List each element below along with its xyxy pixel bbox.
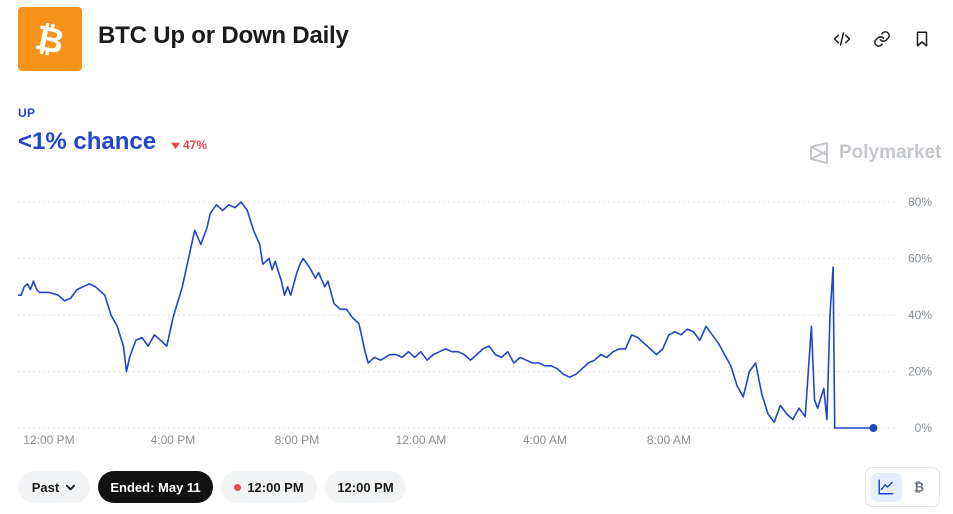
bookmark-icon[interactable] [911,28,933,50]
time-button[interactable]: 12:00 PM [325,471,406,503]
x-tick-label: 12:00 AM [396,433,447,447]
y-tick-label: 80% [908,195,932,209]
polymarket-logo-icon [810,142,828,164]
change-value: 47% [183,138,208,152]
time-live-button[interactable]: 12:00 PM [221,471,317,503]
ended-date-button[interactable]: Ended: May 11 [98,471,213,503]
chart-view-toggle: ₿ [865,467,940,507]
x-tick-label: 4:00 PM [151,433,196,447]
btc-view-button[interactable]: ₿ [903,473,934,502]
series-line [18,201,874,429]
y-tick-label: 0% [915,421,933,435]
range-label: Past [31,479,60,495]
link-icon[interactable] [871,28,893,50]
change-indicator: 47% [171,138,207,152]
price-chart[interactable]: 80% 60% 40% 20% 0% 12:00 PM 4:00 PM 8:00 PM 12:… [0,180,953,450]
line-view-button[interactable] [870,472,902,502]
chevron-down-icon [66,484,76,490]
bitcoin-icon: ₿ [914,481,924,496]
line-chart-icon [878,479,894,495]
embed-code-icon[interactable] [831,28,853,50]
down-triangle-icon [171,142,180,149]
watermark-label: Polymarket [839,142,942,163]
range-dropdown[interactable]: Past [18,471,90,503]
x-tick-label: 4:00 AM [523,433,567,447]
bitcoin-logo: ₿ [18,7,82,71]
bitcoin-icon: ₿ [32,18,68,62]
x-tick-label: 8:00 PM [275,433,320,447]
x-tick-label: 8:00 AM [647,433,691,447]
svg-text:₿: ₿ [32,18,68,62]
series-endpoint [869,424,878,432]
polymarket-watermark: Polymarket [807,141,941,165]
y-tick-label: 60% [908,252,932,266]
y-tick-label: 20% [908,365,932,379]
chance-value: <1% chance [18,128,157,155]
outcome-label: UP [18,106,36,120]
x-tick-label: 12:00 PM [23,433,74,447]
y-tick-label: 40% [908,308,932,322]
time-live-label: 12:00 PM [247,479,304,495]
market-title: BTC Up or Down Daily [98,22,349,49]
svg-text:₿: ₿ [914,481,924,496]
live-dot [234,483,242,491]
